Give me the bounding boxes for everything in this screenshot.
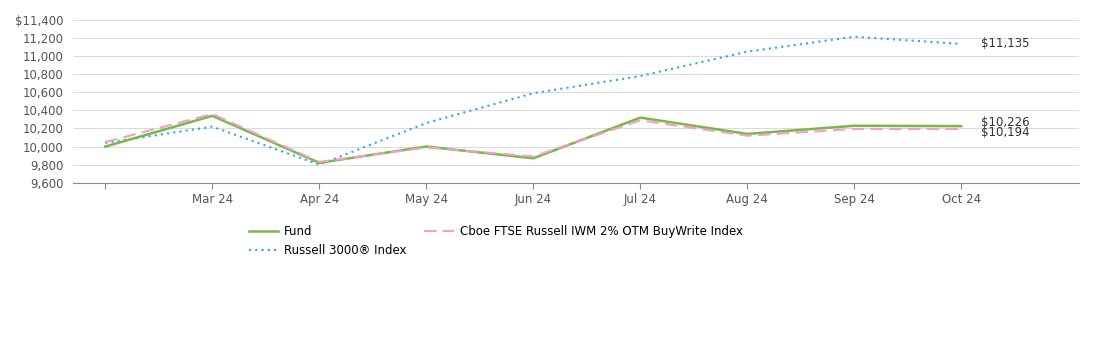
Text: $11,135: $11,135 bbox=[980, 37, 1029, 51]
Text: $10,226: $10,226 bbox=[980, 117, 1029, 129]
Legend: Fund, Russell 3000® Index, Cboe FTSE Russell IWM 2% OTM BuyWrite Index: Fund, Russell 3000® Index, Cboe FTSE Rus… bbox=[244, 220, 747, 261]
Text: $10,194: $10,194 bbox=[980, 126, 1029, 139]
